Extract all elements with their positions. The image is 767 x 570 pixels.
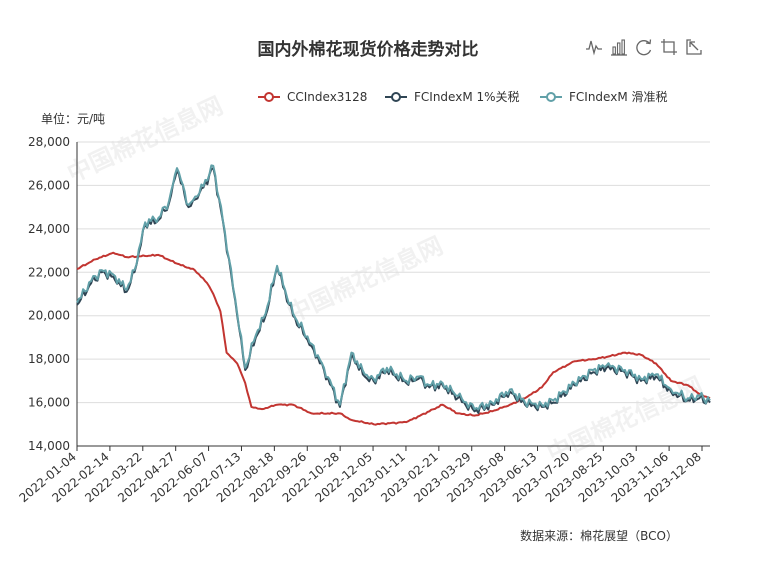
series-lines bbox=[76, 164, 711, 426]
legend-marker-cc bbox=[264, 92, 274, 102]
legend-item-fcs[interactable]: FCIndexM 滑准税 bbox=[540, 90, 668, 104]
legend-item-fc1[interactable]: FCIndexM 1%关税 bbox=[385, 90, 520, 104]
y-tick-label: 24,000 bbox=[28, 222, 70, 236]
toolbox bbox=[585, 38, 703, 56]
line-chart-icon[interactable] bbox=[585, 38, 603, 56]
series-line-fcs bbox=[76, 164, 711, 411]
source-label: 数据来源：棉花展望（BCO） bbox=[520, 528, 678, 543]
y-tick-label: 16,000 bbox=[28, 396, 70, 410]
legend-label-fc1: FCIndexM 1%关税 bbox=[414, 90, 520, 104]
legend-marker-fc1 bbox=[391, 92, 401, 102]
y-tick-label: 22,000 bbox=[28, 265, 70, 279]
legend-item-cc[interactable]: CCIndex3128 bbox=[258, 90, 367, 104]
legend: CCIndex3128 FCIndexM 1%关税 FCIndexM 滑准税 bbox=[258, 90, 668, 104]
save-image-icon[interactable] bbox=[685, 38, 703, 56]
chart-title: 国内外棉花现货价格走势对比 bbox=[258, 39, 479, 60]
y-tick-label: 28,000 bbox=[28, 135, 70, 149]
unit-label: 单位：元/吨 bbox=[41, 111, 105, 126]
x-axis: 2022-01-042022-02-142022-03-222022-04-27… bbox=[16, 445, 710, 505]
y-tick-label: 20,000 bbox=[28, 309, 70, 323]
restore-icon[interactable] bbox=[635, 38, 653, 56]
legend-label-cc: CCIndex3128 bbox=[287, 90, 367, 104]
series-line-cc bbox=[76, 251, 711, 426]
y-tick-label: 14,000 bbox=[28, 439, 70, 453]
y-tick-label: 18,000 bbox=[28, 352, 70, 366]
y-axis: 14,000 16,000 18,000 20,000 22,000 24,000 26,0… bbox=[28, 135, 78, 453]
y-tick-label: 26,000 bbox=[28, 178, 70, 192]
series-line-fc1 bbox=[76, 167, 711, 414]
data-view-icon[interactable] bbox=[660, 38, 678, 56]
bar-chart-icon[interactable] bbox=[610, 38, 628, 56]
legend-label-fcs: FCIndexM 滑准税 bbox=[569, 90, 668, 104]
legend-marker-fcs bbox=[546, 92, 556, 102]
